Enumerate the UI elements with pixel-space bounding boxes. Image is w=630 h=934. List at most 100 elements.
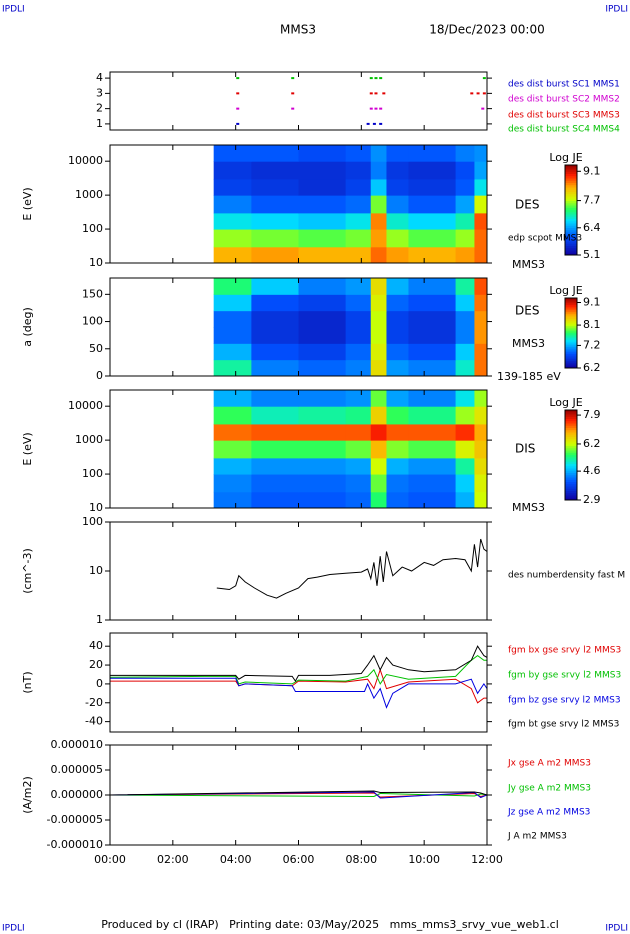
colorbar-step (565, 366, 577, 369)
colorbar-step (565, 338, 577, 341)
colorbar-step (565, 216, 577, 220)
heatmap-cell (251, 212, 299, 230)
colorbar-step (565, 169, 577, 173)
heatmap-cell (386, 359, 409, 376)
y-axis-label: E (eV) (21, 432, 34, 465)
y-tick-label: 100 (82, 467, 103, 480)
heatmap-cell (455, 390, 475, 407)
colorbar-step (565, 362, 577, 365)
heatmap-cell (345, 474, 372, 493)
colorbar-step (565, 203, 577, 206)
heatmap-cell (213, 406, 252, 425)
heatmap-cell (370, 294, 387, 312)
burst-mark (291, 77, 295, 80)
heatmap-cell (370, 491, 387, 508)
heatmap-cell (213, 440, 252, 459)
heatmap-cell (408, 278, 457, 295)
heatmap-cell (213, 246, 252, 263)
data-line (110, 790, 487, 796)
y-tick-label: 1000 (75, 433, 103, 446)
y-tick-label: 150 (82, 287, 103, 300)
y-tick-label: 10 (89, 256, 103, 269)
heatmap-cell (298, 161, 347, 180)
colorbar-step (565, 223, 577, 227)
heatmap-cell (386, 474, 409, 493)
colorbar-step (565, 414, 577, 418)
colorbar-step (565, 448, 577, 451)
heatmap-cell (298, 278, 347, 295)
legend-label: fgm bz gse srvy l2 MMS3 (508, 696, 621, 706)
heatmap-cell (408, 343, 457, 361)
heatmap-cell (455, 246, 475, 263)
colorbar-step (565, 329, 577, 332)
heatmap-cell (345, 246, 372, 263)
heatmap-cell (474, 310, 487, 328)
y-tick-label: -0.000005 (47, 813, 103, 826)
heatmap-cell (455, 457, 475, 475)
colorbar-tick-label: 6.2 (583, 361, 601, 374)
burst-mark (374, 92, 378, 95)
burst-mark (369, 107, 373, 110)
colorbar-step (565, 461, 577, 465)
side-label: DIS (515, 442, 535, 456)
legend-label: des dist burst SC1 MMS1 (508, 80, 620, 90)
colorbar-tick-label: 4.6 (583, 464, 601, 477)
heatmap-cell (474, 229, 487, 248)
heatmap-cell (251, 246, 299, 263)
heatmap-cell (455, 310, 475, 328)
heatmap-cell (213, 161, 252, 180)
heatmap-cell (251, 327, 299, 344)
heatmap-cell (298, 390, 347, 407)
colorbar-step (565, 207, 577, 211)
colorbar-step (565, 345, 577, 348)
heatmap-cell (298, 327, 347, 344)
colorbar-step (565, 497, 577, 501)
colorbar-step (565, 308, 577, 311)
heatmap-cell (408, 406, 457, 425)
colorbar-step (565, 246, 577, 249)
legend-label: Jx gse A m2 MMS3 (507, 759, 591, 769)
colorbar-step (565, 425, 577, 429)
colorbar-tick-label: 5.1 (583, 248, 601, 261)
heatmap-cell (251, 359, 299, 376)
y-tick-label: 10 (89, 501, 103, 514)
heatmap-cell (345, 278, 372, 295)
colorbar-step (565, 466, 577, 469)
heatmap-cell (213, 359, 252, 376)
heatmap-cell (345, 327, 372, 344)
heatmap-cell (298, 343, 347, 361)
colorbar-step (565, 210, 577, 213)
heatmap-cell (370, 195, 387, 214)
heatmap-cell (474, 161, 487, 180)
burst-mark (369, 92, 373, 95)
date: 18/Dec/2023 00:00 (429, 23, 545, 37)
heatmap-cell (370, 229, 387, 248)
colorbar-step (565, 430, 577, 433)
panel-frame (109, 632, 488, 733)
colorbar-step (565, 248, 577, 251)
legend-label: fgm bt gse srvy l2 MMS3 (508, 720, 619, 730)
heatmap-cell (455, 161, 475, 180)
heatmap-cell (345, 161, 372, 180)
colorbar-step (565, 219, 577, 222)
colorbar-step (565, 484, 577, 487)
colorbar-step (565, 452, 577, 456)
colorbar-step (565, 434, 577, 438)
colorbar-step (565, 352, 577, 355)
colorbar-step (565, 493, 577, 496)
colorbar-step (565, 183, 577, 186)
x-tick-label: 00:00 (94, 853, 126, 866)
heatmap-cell (213, 390, 252, 407)
heatmap-cell (474, 178, 487, 196)
colorbar-step (565, 341, 577, 344)
y-tick-label: 2 (96, 102, 103, 115)
heatmap-cell (370, 161, 387, 180)
heatmap-cell (370, 246, 387, 263)
x-tick-label: 04:00 (220, 853, 252, 866)
heatmap-cell (455, 229, 475, 248)
spacecraft: MMS3 (280, 23, 316, 37)
side-label: edp scpot MMS3 (508, 234, 582, 244)
heatmap-cell (345, 491, 372, 508)
y-axis-label: E (eV) (21, 187, 34, 220)
heatmap-cell (474, 406, 487, 425)
